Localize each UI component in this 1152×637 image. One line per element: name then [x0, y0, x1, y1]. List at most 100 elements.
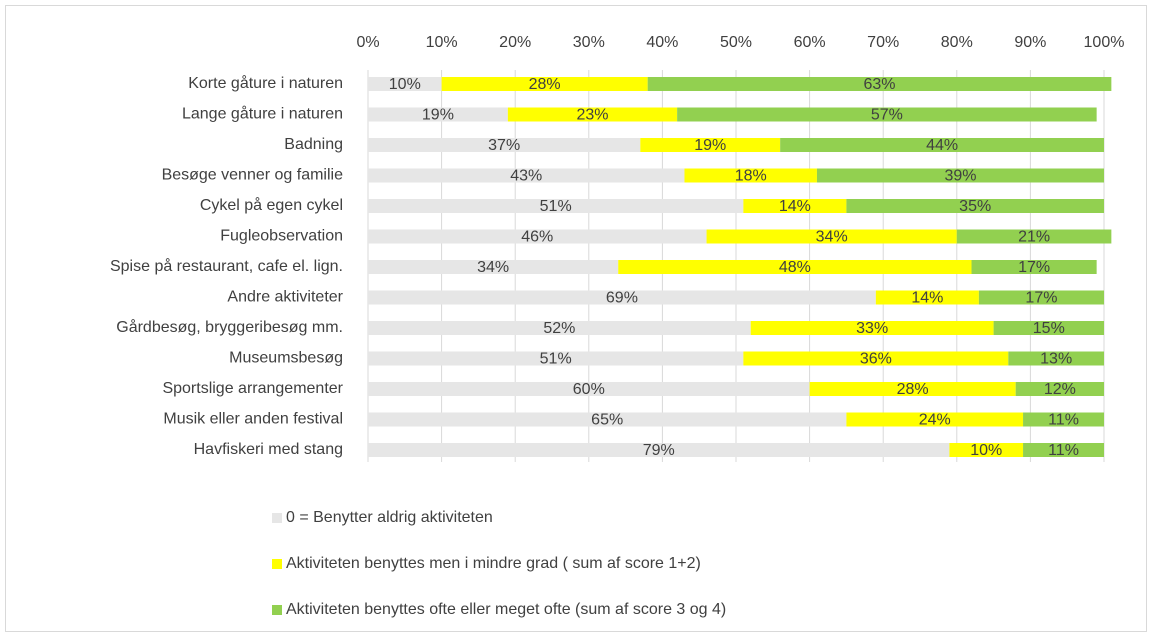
bar-segment [993, 321, 1104, 335]
y-tick-label: Cykel på egen cykel [200, 196, 343, 214]
data-label: 43% [510, 168, 542, 185]
data-label: 13% [1040, 351, 1072, 368]
legend-swatch [272, 513, 282, 523]
data-label: 28% [529, 76, 561, 93]
bar-segment [368, 351, 744, 366]
x-tick-label: 10% [426, 34, 458, 51]
bar-segment [846, 412, 1024, 427]
bar-segment [743, 199, 847, 213]
data-label: 14% [911, 290, 943, 307]
bar-segment [368, 382, 810, 396]
bar-segment [706, 229, 957, 244]
y-tick-label: Andre aktiviteter [227, 289, 343, 306]
legend-swatch [272, 559, 282, 569]
data-label: 36% [860, 351, 892, 368]
y-tick-label: Gårdbesøg, bryggeribesøg mm. [116, 318, 343, 336]
bar-segment [507, 107, 678, 122]
bar-segment [677, 107, 1097, 122]
data-label: 52% [543, 320, 575, 337]
y-tick-label: Sportslige arrangementer [162, 380, 343, 397]
data-label: 57% [871, 107, 903, 124]
bar-segment [1023, 412, 1104, 427]
data-label: 65% [591, 412, 623, 429]
data-label: 48% [779, 259, 811, 276]
data-label: 17% [1025, 290, 1057, 307]
bar-segment [618, 260, 972, 274]
y-tick-label: Badning [284, 136, 343, 153]
data-label: 34% [816, 229, 848, 246]
bar-segment [368, 199, 744, 213]
x-tick-label: 0% [356, 34, 379, 51]
data-label: 14% [779, 198, 811, 215]
data-label: 24% [919, 412, 951, 429]
x-tick-label: 100% [1084, 34, 1125, 51]
x-tick-label: 80% [941, 34, 973, 51]
bar-segment [684, 168, 817, 183]
x-tick-label: 20% [499, 34, 531, 51]
bar-segment [647, 77, 1112, 91]
bar-segment [368, 138, 641, 152]
bar-segment [875, 290, 979, 305]
bar-segment [1023, 443, 1104, 457]
bar-segment [368, 107, 508, 122]
y-tick-label: Musik eller anden festival [163, 411, 343, 428]
bar-segment [368, 290, 876, 305]
bar-segment [368, 260, 619, 274]
bar-segment [1015, 382, 1104, 396]
bar-segment [743, 351, 1009, 366]
data-label: 10% [970, 442, 1002, 459]
data-label: 19% [422, 107, 454, 124]
bar-segment [978, 290, 1104, 305]
data-label: 37% [488, 137, 520, 154]
legend-label: 0 = Benytter aldrig aktiviteten [286, 509, 493, 526]
bar-segment [368, 443, 950, 457]
y-tick-label: Besøge venner og familie [162, 167, 344, 184]
y-tick-label: Fugleobservation [220, 228, 343, 245]
bar-segment [368, 229, 707, 244]
data-label: 21% [1018, 229, 1050, 246]
data-label: 69% [606, 290, 638, 307]
data-label: 18% [735, 168, 767, 185]
data-label: 39% [944, 168, 976, 185]
data-label: 10% [389, 76, 421, 93]
x-tick-label: 40% [646, 34, 678, 51]
data-label: 34% [477, 259, 509, 276]
bar-segment [816, 168, 1104, 183]
data-label: 63% [864, 76, 896, 93]
x-tick-label: 70% [867, 34, 899, 51]
data-label: 44% [926, 137, 958, 154]
y-tick-label: Spise på restaurant, cafe el. lign. [110, 257, 343, 275]
x-tick-label: 50% [720, 34, 752, 51]
data-label: 17% [1018, 259, 1050, 276]
x-tick-label: 90% [1014, 34, 1046, 51]
data-label: 79% [643, 442, 675, 459]
x-tick-label: 60% [794, 34, 826, 51]
bar-segment [956, 229, 1112, 244]
legend-label: Aktiviteten benyttes ofte eller meget of… [286, 601, 726, 618]
data-label: 11% [1048, 412, 1079, 429]
bar-segment [441, 77, 648, 91]
data-label: 15% [1033, 320, 1065, 337]
data-label: 12% [1044, 381, 1076, 398]
data-label: 28% [897, 381, 929, 398]
data-label: 51% [540, 198, 572, 215]
bar-segment [1008, 351, 1104, 366]
data-label: 11% [1048, 442, 1079, 459]
x-tick-label: 30% [573, 34, 605, 51]
y-tick-label: Korte gåture i naturen [188, 74, 343, 92]
bar-segment [949, 443, 1024, 457]
bar-segment [640, 138, 781, 152]
data-label: 60% [573, 381, 605, 398]
data-label: 51% [540, 351, 572, 368]
bar-segment [780, 138, 1104, 152]
data-label: 46% [521, 229, 553, 246]
bar-segment [368, 412, 847, 427]
y-tick-label: Lange gåture i naturen [182, 105, 343, 123]
bar-segment [750, 321, 994, 335]
y-tick-label: Museumsbesøg [229, 350, 343, 367]
bar-segment [368, 321, 751, 335]
legend-label: Aktiviteten benyttes men i mindre grad (… [286, 555, 701, 572]
data-label: 35% [959, 198, 991, 215]
bar-segment [971, 260, 1097, 274]
